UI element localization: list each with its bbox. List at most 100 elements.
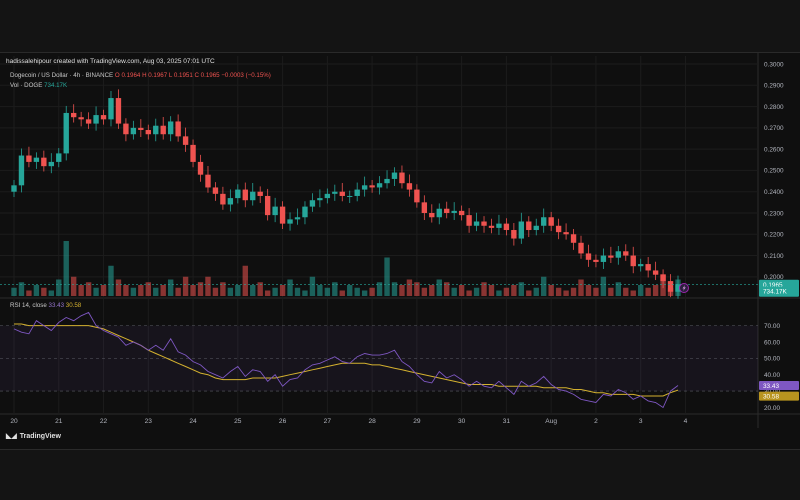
y-tick-label: 0.2400 bbox=[764, 189, 784, 196]
rsi-ma-badge-bg bbox=[759, 391, 799, 401]
volume-bar bbox=[294, 287, 301, 296]
candle-body bbox=[167, 121, 174, 135]
candle-body bbox=[406, 183, 413, 190]
volume-bar bbox=[287, 279, 293, 296]
candle-body bbox=[138, 127, 144, 130]
candle-body bbox=[361, 185, 368, 190]
volume-bar bbox=[652, 285, 659, 296]
volume-bar bbox=[563, 290, 569, 296]
volume-bar bbox=[56, 279, 62, 296]
volume-bar bbox=[339, 290, 345, 296]
candle-body bbox=[481, 221, 487, 226]
volume-bar bbox=[600, 276, 607, 296]
candle-body bbox=[630, 255, 636, 267]
volume-bar bbox=[153, 287, 159, 296]
candle-body bbox=[332, 191, 338, 194]
candle-body bbox=[645, 264, 651, 271]
rsi-tick-label: 40.00 bbox=[764, 372, 780, 379]
volume-bar bbox=[250, 285, 256, 296]
tradingview-logo[interactable]: ◣◢ TradingView bbox=[6, 432, 61, 441]
candle-body bbox=[153, 125, 159, 135]
volume-bar bbox=[108, 265, 114, 296]
rsi-legend[interactable]: RSI 14, close 33.43 30.58 bbox=[10, 302, 81, 309]
candle-body bbox=[511, 230, 517, 239]
candle-body bbox=[638, 264, 644, 267]
rsi-badge-bg bbox=[759, 380, 799, 390]
candle-body bbox=[48, 161, 54, 167]
candle-body bbox=[421, 202, 428, 213]
symbol-legend[interactable]: Dogecoin / US Dollar · 4h · BINANCE O 0.… bbox=[10, 72, 271, 79]
y-tick-label: 0.2100 bbox=[764, 253, 784, 260]
credit-text: hadissalehipour created with TradingView… bbox=[6, 58, 215, 65]
volume-bar bbox=[361, 290, 368, 296]
volume-bar bbox=[570, 287, 577, 296]
volume-bar bbox=[48, 290, 54, 296]
y-tick-label: 0.2200 bbox=[764, 232, 784, 239]
rsi-line bbox=[13, 311, 679, 409]
candle-body bbox=[526, 221, 532, 231]
volume-bar bbox=[63, 241, 69, 296]
rsi-lines bbox=[13, 311, 679, 409]
volume-bar bbox=[212, 287, 219, 296]
candle-body bbox=[235, 189, 241, 199]
rsi-ma-line bbox=[14, 323, 679, 397]
volume-bar bbox=[93, 287, 99, 296]
candle-body bbox=[600, 255, 607, 262]
volume-bar bbox=[182, 276, 189, 296]
volume-bar bbox=[585, 285, 592, 296]
price-chart[interactable]: 0.3000 0.2900 0.2800 0.2700 0.2600 0.2500 0.24… bbox=[0, 52, 800, 448]
volume-bar bbox=[100, 285, 107, 296]
candle-body bbox=[63, 112, 69, 154]
volume-bars bbox=[11, 241, 681, 296]
x-tick-label: 27 bbox=[324, 418, 332, 425]
candle-body bbox=[429, 212, 435, 218]
volume-bar bbox=[451, 287, 457, 296]
lightning-glyph bbox=[682, 285, 686, 291]
candle-body bbox=[585, 253, 592, 260]
volume-bar bbox=[11, 287, 17, 296]
candle-body bbox=[93, 115, 99, 124]
x-tick-label: 22 bbox=[100, 418, 108, 425]
candle-body bbox=[339, 191, 345, 196]
rsi-tick-label: 70.00 bbox=[764, 323, 780, 330]
volume-bar bbox=[41, 287, 47, 296]
volume-bar bbox=[593, 287, 599, 296]
volume-bar bbox=[227, 287, 234, 296]
candle-body bbox=[458, 210, 465, 216]
candle-body bbox=[503, 223, 510, 231]
symbol-title: Dogecoin / US Dollar · 4h · BINANCE bbox=[10, 72, 114, 79]
candle-body bbox=[675, 284, 681, 292]
y-tick-label: 0.2700 bbox=[764, 125, 784, 132]
candle-body bbox=[220, 193, 226, 205]
volume-bar bbox=[623, 287, 629, 296]
volume-bar bbox=[317, 285, 323, 296]
volume-legend[interactable]: Vol · DOGE 734.17K bbox=[10, 82, 67, 89]
volume-bar bbox=[160, 285, 166, 296]
volume-bar bbox=[235, 285, 241, 296]
x-tick-label: 20 bbox=[10, 418, 18, 425]
volume-bar bbox=[257, 282, 263, 296]
candle-body bbox=[26, 155, 32, 162]
rsi-ma-badge-text: 30.58 bbox=[763, 394, 779, 401]
volume-bar bbox=[645, 287, 651, 296]
volume-bar bbox=[496, 290, 502, 296]
candle-body bbox=[70, 112, 77, 118]
volume-bar bbox=[444, 282, 450, 296]
x-tick-label: Aug bbox=[545, 418, 557, 425]
x-tick-label: 24 bbox=[189, 418, 197, 425]
volume-bar bbox=[264, 290, 271, 296]
candle-body bbox=[212, 187, 219, 194]
candle-body bbox=[578, 242, 584, 254]
candle-body bbox=[324, 193, 331, 199]
candle-body bbox=[279, 206, 286, 224]
candle-body bbox=[473, 221, 480, 226]
candle-body bbox=[78, 117, 84, 120]
candle-body bbox=[145, 129, 151, 135]
volume-bar bbox=[511, 285, 517, 296]
logo-text: TradingView bbox=[19, 432, 61, 440]
price-axis: 0.3000 0.2900 0.2800 0.2700 0.2600 0.2500 0.24… bbox=[764, 61, 784, 411]
volume-bar bbox=[615, 282, 622, 296]
volume-bar bbox=[130, 287, 137, 296]
x-tick-label: 23 bbox=[145, 418, 153, 425]
candle-body bbox=[384, 178, 390, 184]
